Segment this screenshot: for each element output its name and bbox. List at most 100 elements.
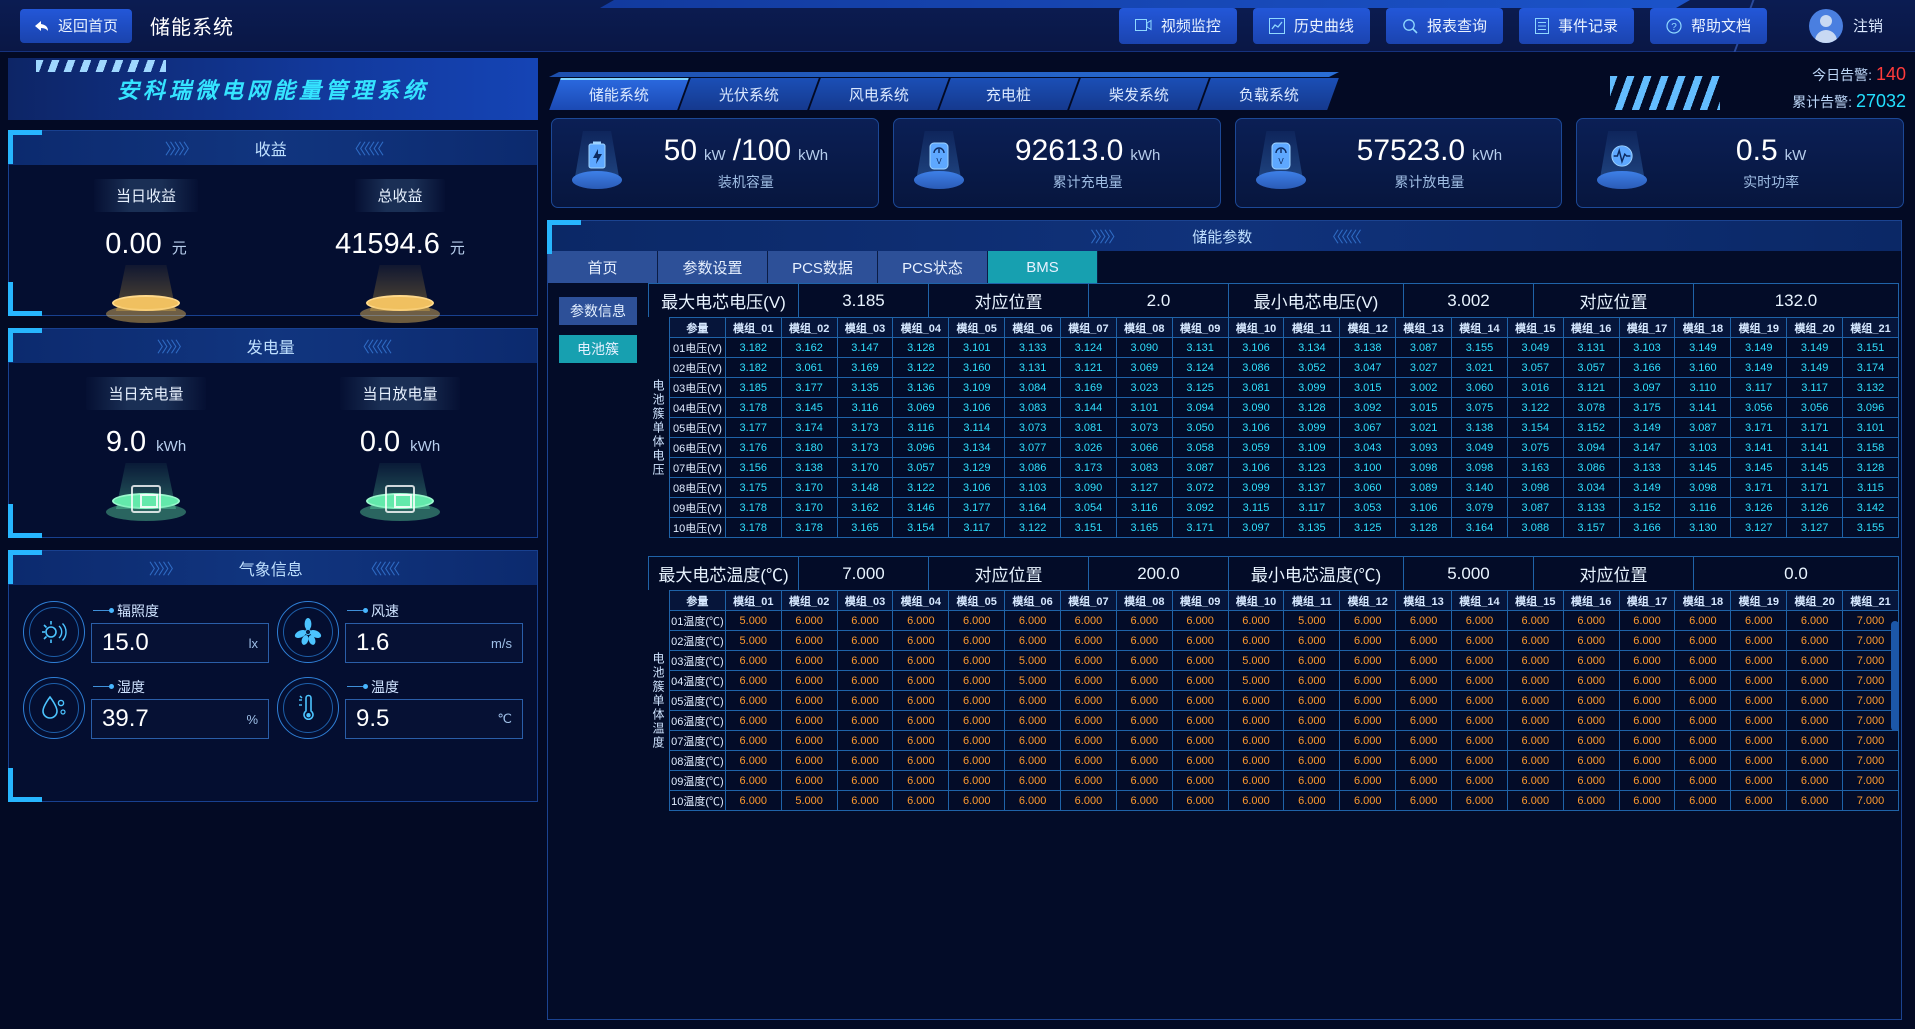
subtab-bms[interactable]: BMS: [988, 251, 1098, 283]
chevron-right-icon: 〉〉〉〉〉: [156, 338, 190, 356]
table-cell: 3.130: [1674, 517, 1732, 538]
table-cell: 3.154: [892, 517, 950, 538]
table-cell: 3.128: [892, 337, 950, 358]
tab-storage-system[interactable]: 储能系统: [549, 78, 689, 110]
history-curve-button[interactable]: 历史曲线: [1252, 7, 1370, 44]
table-cell: 6.000: [1339, 650, 1397, 671]
table-cell: 6.000: [1786, 710, 1844, 731]
table-cell: 3.126: [1730, 497, 1788, 518]
column-header-module: 模组_03: [836, 590, 894, 611]
generation-charge-podium-icon: [98, 463, 194, 525]
chevron-left-icon: 〈〈〈〈〈〈: [1324, 228, 1361, 246]
tab-wind-system[interactable]: 风电系统: [809, 78, 949, 110]
table-cell: 3.053: [1339, 497, 1397, 518]
table-cell: 3.083: [1115, 457, 1173, 478]
table-cell: 6.000: [1506, 750, 1564, 771]
user-area[interactable]: 注销: [1808, 8, 1883, 43]
video-monitor-button[interactable]: 视频监控: [1118, 7, 1237, 44]
table-cell: 3.079: [1451, 497, 1508, 518]
table-cell: 6.000: [1786, 790, 1844, 811]
column-header-module: 模组_12: [1339, 590, 1397, 611]
table-cell: 3.126: [1786, 497, 1844, 518]
table-cell: 3.165: [836, 517, 894, 538]
table-cell: 6.000: [1451, 610, 1508, 631]
table-cell: 3.152: [1618, 497, 1676, 518]
column-header-module: 模组_07: [1060, 317, 1117, 338]
table-cell: 6.000: [1395, 730, 1453, 751]
table-cell: 6.000: [1618, 630, 1676, 651]
row-label: 03电压(V): [669, 377, 726, 398]
table-cell: 6.000: [892, 790, 950, 811]
table-cell: 3.058: [1171, 437, 1229, 458]
table-cell: 3.015: [1339, 377, 1397, 398]
table-cell: 3.056: [1786, 397, 1844, 418]
help-document-button[interactable]: ? 帮助文档: [1649, 7, 1767, 44]
subtab-pcs-status[interactable]: PCS状态: [878, 251, 988, 283]
battery-icon: [566, 131, 628, 195]
table-cell: 3.185: [724, 377, 782, 398]
back-arrow-icon: [35, 20, 48, 31]
storage-subtabs: 首页 参数设置 PCS数据 PCS状态 BMS: [548, 251, 1901, 283]
revenue-total-value: 41594.6: [335, 228, 440, 260]
table-cell: 6.000: [1171, 690, 1229, 711]
event-record-label: 事件记录: [1557, 18, 1618, 35]
table-cell: 6.000: [892, 670, 950, 691]
subtab-home[interactable]: 首页: [548, 251, 658, 283]
table-row: 05温度(℃) 6.000 6.000 6.000 6.000 6.000 6.000 6.0…: [669, 690, 1899, 711]
table-cell: 6.000: [780, 650, 838, 671]
subtab-parameter-settings[interactable]: 参数设置: [658, 251, 768, 283]
column-header-module: 模组_05: [948, 590, 1006, 611]
windspeed-value: 1.6: [356, 629, 390, 656]
table-cell: 6.000: [1674, 670, 1732, 691]
irradiance-value: 15.0: [102, 629, 149, 656]
tab-charging-pile[interactable]: 充电桩: [939, 78, 1079, 110]
table-cell: 6.000: [892, 630, 950, 651]
table-cell: 6.000: [1395, 610, 1453, 631]
tab-pv-system[interactable]: 光伏系统: [679, 78, 819, 110]
corner-decor-icon: [8, 328, 42, 333]
report-query-button[interactable]: 报表查询: [1385, 7, 1503, 44]
back-home-button[interactable]: 返回首页: [20, 8, 133, 43]
subtab-label: PCS状态: [902, 259, 963, 277]
tab-label: 光伏系统: [718, 86, 779, 104]
table-cell: 6.000: [1115, 650, 1173, 671]
event-record-button[interactable]: 事件记录: [1518, 7, 1634, 44]
table-cell: 3.171: [1730, 477, 1788, 498]
row-label: 07温度(℃): [669, 730, 726, 751]
row-label: 01温度(℃): [669, 610, 726, 631]
table-cell: 6.000: [1115, 790, 1173, 811]
side-button-battery-cluster[interactable]: 电池簇: [559, 335, 637, 363]
irradiance-label: 辐照度: [91, 601, 269, 621]
table-cell: 3.145: [1730, 457, 1788, 478]
table-cell: 3.138: [780, 457, 838, 478]
table-cell: 6.000: [1339, 630, 1397, 651]
table-cell: 3.162: [836, 497, 894, 518]
alarm-today-value: 140: [1875, 64, 1906, 84]
column-header-module: 模组_18: [1674, 590, 1732, 611]
humidity-label: 湿度: [91, 677, 269, 697]
table-cell: 3.088: [1506, 517, 1564, 538]
vertical-scrollbar[interactable]: [1891, 621, 1899, 731]
table-cell: 6.000: [1618, 750, 1676, 771]
tab-diesel-system[interactable]: 柴发系统: [1069, 78, 1209, 110]
history-curve-label: 历史曲线: [1293, 18, 1354, 35]
brand-banner: 安科瑞微电网能量管理系统: [8, 58, 538, 120]
table-cell: 3.124: [1060, 337, 1117, 358]
search-icon: [1403, 18, 1418, 34]
table-cell: 5.000: [1004, 670, 1062, 691]
table-cell: 6.000: [1506, 670, 1564, 691]
tab-load-system[interactable]: 负载系统: [1199, 78, 1339, 110]
table-cell: 3.175: [724, 477, 782, 498]
column-header-module: 模组_04: [892, 590, 950, 611]
table-cell: 3.106: [1227, 417, 1285, 438]
table-cell: 6.000: [892, 770, 950, 791]
side-button-parameter-info[interactable]: 参数信息: [559, 297, 637, 325]
logout-label[interactable]: 注销: [1852, 18, 1883, 35]
generation-panel: 〉〉〉〉〉 发电量 〈〈〈〈〈〈 当日充电量 9.0 kWh 当日放电量: [8, 328, 538, 538]
table-cell: 3.141: [1730, 437, 1788, 458]
alarm-counters: 今日告警: 140 累计告警: 27032: [1792, 64, 1906, 118]
subtab-pcs-data[interactable]: PCS数据: [768, 251, 878, 283]
table-cell: 6.000: [948, 630, 1006, 651]
table-cell: 3.160: [948, 357, 1006, 378]
kpi-capacity-energy: /100: [732, 134, 792, 167]
